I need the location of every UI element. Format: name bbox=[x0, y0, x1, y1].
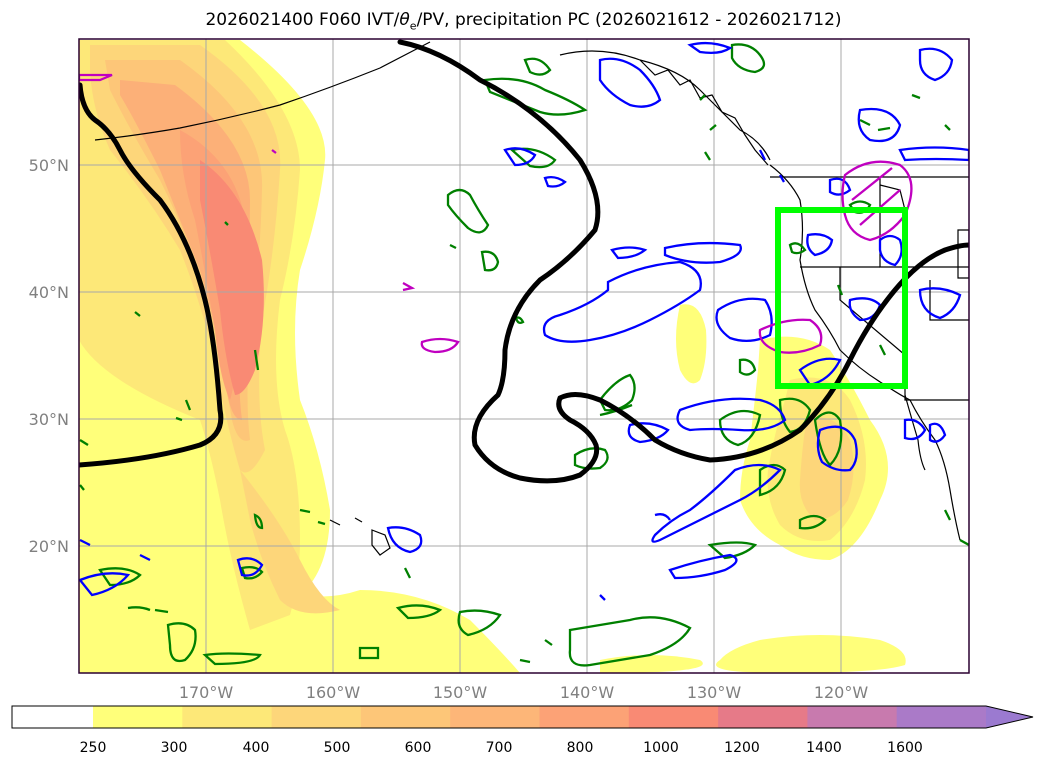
title-prefix: 2026021400 F060 IVT/ bbox=[205, 10, 400, 30]
graticule bbox=[79, 39, 969, 673]
lat-label: 50°N bbox=[29, 156, 69, 175]
colorbar-segment bbox=[182, 706, 273, 728]
colorbar-segment bbox=[271, 706, 362, 728]
lat-labels: 50°N 40°N 30°N 20°N bbox=[29, 156, 69, 556]
lon-label: 150°W bbox=[433, 683, 488, 702]
colorbar-label: 800 bbox=[567, 740, 594, 756]
lat-label: 30°N bbox=[29, 410, 69, 429]
colorbar-segment bbox=[718, 706, 808, 728]
colorbar-segment bbox=[807, 706, 898, 728]
colorbar-label: 1200 bbox=[724, 740, 760, 756]
lat-label: 20°N bbox=[29, 537, 69, 556]
lon-label: 140°W bbox=[560, 683, 615, 702]
colorbar-segment bbox=[539, 706, 630, 728]
colorbar-label: 400 bbox=[243, 740, 270, 756]
precip-contours-green bbox=[79, 43, 969, 667]
colorbar-label: 250 bbox=[80, 740, 107, 756]
colorbar-labels: 250 300 400 500 600 700 800 1000 1200 14… bbox=[80, 740, 923, 756]
lon-label: 120°W bbox=[814, 683, 869, 702]
lat-label: 40°N bbox=[29, 283, 69, 302]
colorbar-segment bbox=[628, 706, 719, 728]
colorbar-segments bbox=[93, 706, 987, 728]
colorbar-below-segment bbox=[12, 706, 93, 728]
colorbar-label: 1400 bbox=[806, 740, 842, 756]
colorbar-label: 300 bbox=[161, 740, 188, 756]
colorbar-segment bbox=[360, 706, 451, 728]
colorbar-extend-arrow bbox=[986, 706, 1033, 728]
colorbar-segment bbox=[896, 706, 987, 728]
map-frame bbox=[78, 38, 970, 674]
colorbar-label: 500 bbox=[324, 740, 351, 756]
colorbar-segment bbox=[450, 706, 540, 728]
map-area bbox=[79, 39, 969, 673]
chart-title: 2026021400 F060 IVT/θe/PV, precipitation… bbox=[0, 10, 1047, 32]
colorbar-segment bbox=[93, 706, 183, 728]
precip-contours-blue bbox=[79, 41, 969, 601]
title-suffix: /PV, precipitation PC (2026021612 - 2026… bbox=[416, 10, 842, 30]
lon-label: 170°W bbox=[179, 683, 234, 702]
colorbar-label: 700 bbox=[486, 740, 513, 756]
colorbar-label: 1000 bbox=[643, 740, 679, 756]
analysis-box bbox=[775, 207, 908, 389]
colorbar-label: 600 bbox=[405, 740, 432, 756]
title-theta-sub: e bbox=[409, 19, 417, 33]
title-theta: θ bbox=[399, 10, 410, 30]
theta-e-contour bbox=[79, 39, 969, 484]
colorbar-label: 1600 bbox=[887, 740, 923, 756]
colorbar: 250 300 400 500 600 700 800 1000 1200 14… bbox=[11, 705, 1034, 756]
colorbar-outline bbox=[11, 705, 1034, 729]
lon-label: 130°W bbox=[687, 683, 742, 702]
lon-labels: 170°W 160°W 150°W 140°W 130°W 120°W bbox=[179, 683, 869, 702]
lon-label: 160°W bbox=[306, 683, 361, 702]
